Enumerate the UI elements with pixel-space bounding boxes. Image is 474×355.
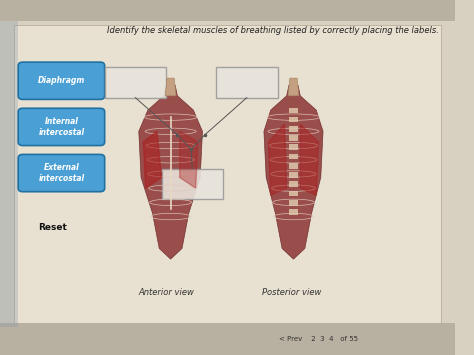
Bar: [289, 181, 298, 187]
Bar: [0, 323, 455, 355]
Polygon shape: [139, 85, 202, 259]
Polygon shape: [165, 78, 176, 96]
Bar: [289, 209, 298, 215]
Bar: [105, 67, 166, 98]
Polygon shape: [301, 124, 319, 195]
Text: Diaphragm: Diaphragm: [38, 76, 85, 85]
Text: Internal
intercostal: Internal intercostal: [38, 117, 84, 137]
Bar: [289, 163, 298, 169]
Text: Reset: Reset: [38, 223, 67, 232]
Polygon shape: [180, 131, 198, 188]
Bar: [289, 154, 298, 159]
Bar: [289, 108, 298, 113]
Bar: [289, 172, 298, 178]
Bar: [289, 117, 298, 122]
Text: < Prev    2  3  4   of 55: < Prev 2 3 4 of 55: [279, 336, 358, 342]
Bar: [0, 0, 455, 21]
Bar: [162, 169, 223, 199]
Bar: [289, 135, 298, 141]
Bar: [289, 200, 298, 206]
Text: Posterior view: Posterior view: [262, 288, 321, 297]
Text: Anterior view: Anterior view: [138, 288, 194, 297]
FancyBboxPatch shape: [18, 108, 105, 146]
Text: Identify the skeletal muscles of breathing listed by correctly placing the label: Identify the skeletal muscles of breathi…: [107, 26, 439, 35]
Polygon shape: [288, 78, 299, 96]
Bar: [289, 144, 298, 150]
Bar: [14, 25, 441, 327]
Text: External
intercostal: External intercostal: [38, 163, 84, 183]
Polygon shape: [143, 131, 162, 188]
Bar: [289, 126, 298, 132]
FancyBboxPatch shape: [18, 62, 105, 99]
Bar: [289, 191, 298, 196]
FancyBboxPatch shape: [18, 154, 105, 192]
Polygon shape: [268, 124, 287, 195]
Bar: [216, 67, 278, 98]
Bar: [0, 21, 18, 327]
Polygon shape: [264, 85, 323, 259]
